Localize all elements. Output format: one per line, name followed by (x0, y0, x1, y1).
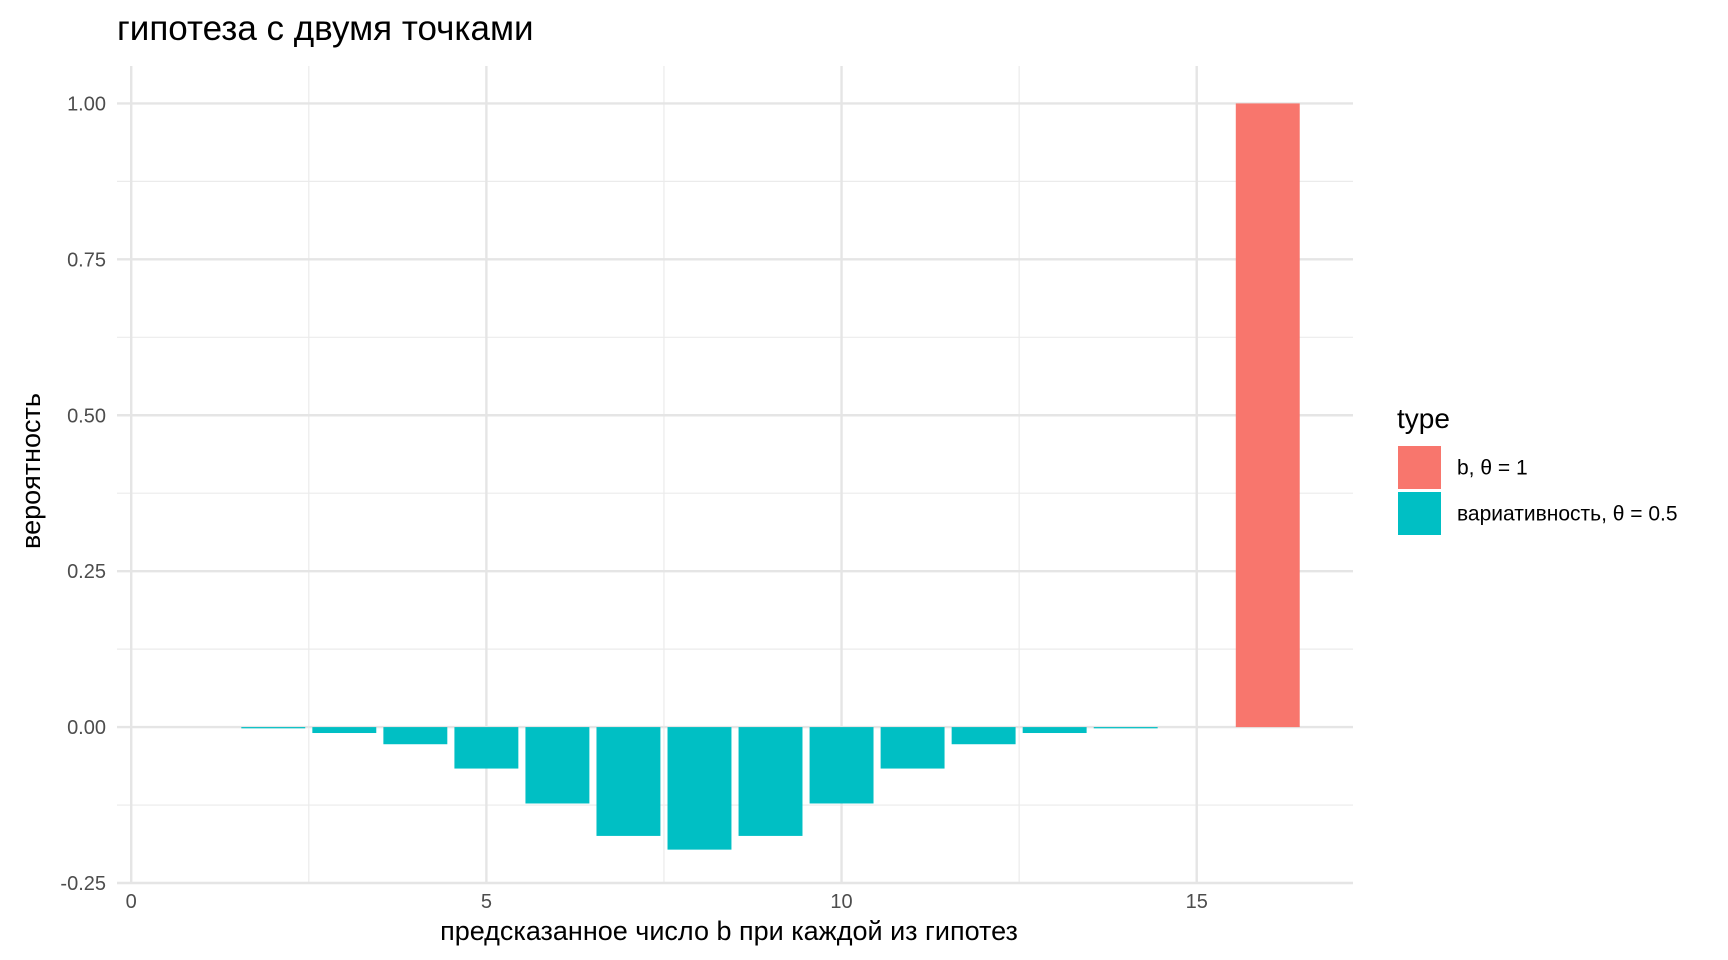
bar (454, 727, 519, 769)
y-tick-label: 0.50 (67, 405, 106, 427)
legend-label: вариативность, θ = 0.5 (1457, 503, 1678, 526)
major-gridlines (117, 66, 1353, 885)
x-tick-label: 5 (481, 891, 492, 913)
y-axis-ticks: -0.25 0.00 0.25 0.50 0.75 1.00 (60, 93, 106, 895)
legend-label: b, θ = 1 (1457, 457, 1528, 480)
bar (951, 727, 1016, 745)
y-tick-label: 1.00 (67, 93, 106, 115)
legend-key (1398, 492, 1441, 535)
y-tick-label: 0.75 (67, 249, 106, 271)
y-tick-label: -0.25 (60, 873, 106, 895)
chart-title: гипотеза с двумя точками (117, 9, 534, 48)
bars (241, 103, 1300, 850)
x-axis-ticks: 0 5 10 15 (126, 891, 1208, 913)
x-tick-label: 15 (1186, 891, 1208, 913)
y-tick-label: 0.25 (67, 561, 106, 583)
legend: type b, θ = 1 вариативность, θ = 0.5 (1397, 403, 1678, 535)
bar (1093, 727, 1158, 729)
bar (312, 727, 377, 734)
bar (738, 727, 803, 836)
x-tick-label: 0 (126, 891, 137, 913)
bar (525, 727, 590, 804)
legend-title: type (1397, 403, 1450, 434)
bar (667, 727, 732, 850)
bar (1235, 103, 1300, 728)
bar (241, 727, 306, 729)
legend-key (1398, 446, 1441, 489)
x-axis-title: предсказанное число b при каждой из гипо… (440, 916, 1018, 946)
bar (1022, 727, 1087, 734)
y-tick-label: 0.00 (67, 717, 106, 739)
bar (809, 727, 874, 804)
bar (596, 727, 661, 836)
bar (880, 727, 945, 769)
bar (383, 727, 448, 745)
y-axis-title: вероятность (16, 393, 46, 549)
minor-gridlines (117, 66, 1353, 883)
x-tick-label: 10 (830, 891, 852, 913)
